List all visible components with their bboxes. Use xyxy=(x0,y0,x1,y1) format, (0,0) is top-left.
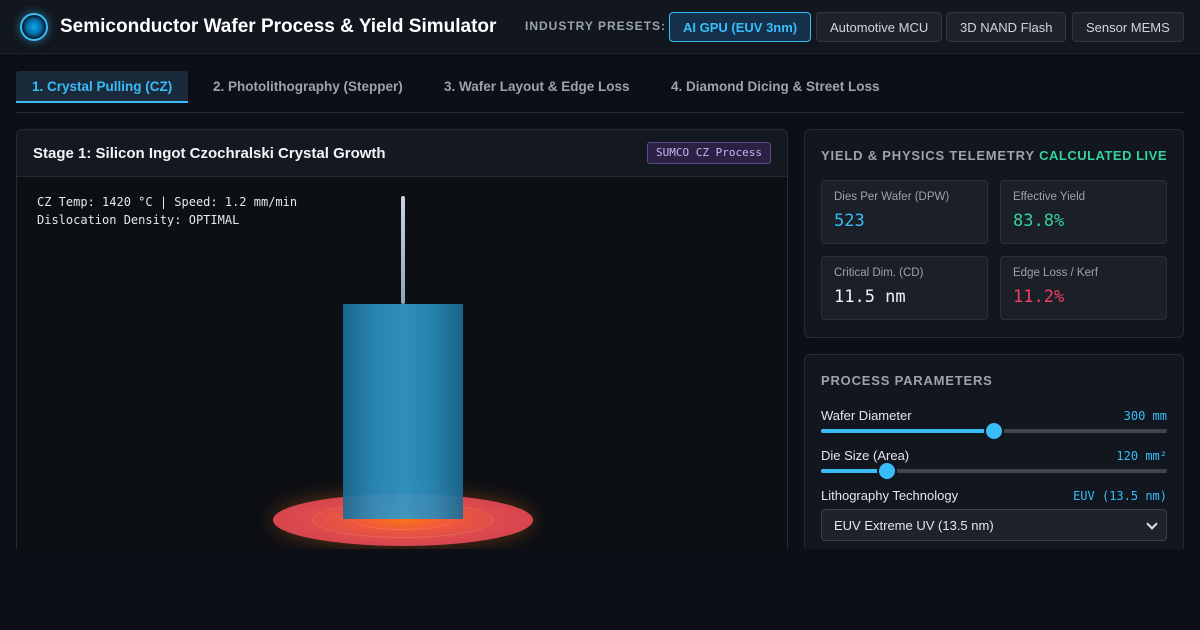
metric-value: 523 xyxy=(834,211,865,231)
cz-readout-line-2: Dislocation Density: OPTIMAL xyxy=(37,213,240,227)
stage-title: Stage 1: Silicon Ingot Czochralski Cryst… xyxy=(33,145,386,162)
slider-fill xyxy=(821,469,887,473)
telemetry-title: YIELD & PHYSICS TELEMETRY xyxy=(821,148,1035,163)
stage-header: Stage 1: Silicon Ingot Czochralski Cryst… xyxy=(17,130,787,177)
wafer-logo-icon xyxy=(20,13,48,41)
yield-telemetry-panel: YIELD & PHYSICS TELEMETRY CALCULATED LIV… xyxy=(804,129,1184,338)
die-size-slider[interactable] xyxy=(821,463,1167,479)
lithography-selected-option: EUV Extreme UV (13.5 nm) xyxy=(834,518,994,533)
preset-sensor-mems-button[interactable]: Sensor MEMS xyxy=(1072,12,1184,42)
metric-label: Critical Dim. (CD) xyxy=(834,267,924,279)
slider-thumb[interactable] xyxy=(986,423,1002,439)
metric-critical-dimension: Critical Dim. (CD) 11.5 nm xyxy=(821,256,988,320)
metric-label: Dies Per Wafer (DPW) xyxy=(834,191,950,203)
app-title: Semiconductor Wafer Process & Yield Simu… xyxy=(60,16,497,37)
slider-thumb[interactable] xyxy=(878,463,895,479)
app-header: Semiconductor Wafer Process & Yield Simu… xyxy=(0,0,1200,54)
lithography-value: EUV (13.5 nm) xyxy=(1073,489,1167,503)
metric-edge-loss: Edge Loss / Kerf 11.2% xyxy=(1000,256,1167,320)
preset-automotive-mcu-button[interactable]: Automotive MCU xyxy=(816,12,943,42)
parameters-title: PROCESS PARAMETERS xyxy=(821,373,993,388)
tab-crystal-pulling[interactable]: 1. Crystal Pulling (CZ) xyxy=(16,71,189,103)
cz-readout-line-1: CZ Temp: 1420 °C | Speed: 1.2 mm/min xyxy=(37,195,298,209)
die-size-value: 120 mm² xyxy=(1116,449,1167,463)
metric-dies-per-wafer: Dies Per Wafer (DPW) 523 xyxy=(821,180,988,244)
calculated-live-badge: CALCULATED LIVE xyxy=(1039,148,1167,163)
tab-wafer-layout[interactable]: 3. Wafer Layout & Edge Loss xyxy=(444,79,630,94)
slider-fill xyxy=(821,429,994,433)
silicon-ingot xyxy=(343,304,463,519)
lithography-select[interactable]: EUV Extreme UV (13.5 nm) xyxy=(821,509,1167,541)
lithography-label: Lithography Technology xyxy=(821,488,959,503)
metric-value: 11.2% xyxy=(1013,287,1065,307)
process-parameters-panel: PROCESS PARAMETERS Wafer Diameter 300 mm… xyxy=(804,354,1184,549)
presets-label: INDUSTRY PRESETS: xyxy=(525,19,667,33)
process-badge: SUMCO CZ Process xyxy=(647,142,771,164)
stage-panel: Stage 1: Silicon Ingot Czochralski Cryst… xyxy=(16,129,788,549)
tabs-divider xyxy=(16,112,1184,113)
chevron-down-icon xyxy=(1146,518,1158,530)
tab-photolithography[interactable]: 2. Photolithography (Stepper) xyxy=(213,79,403,94)
preset-ai-gpu-button[interactable]: AI GPU (EUV 3nm) xyxy=(669,12,812,42)
die-size-label: Die Size (Area) xyxy=(821,448,910,463)
metric-value: 83.8% xyxy=(1013,211,1065,231)
wafer-diameter-label: Wafer Diameter xyxy=(821,408,912,423)
preset-3d-nand-button[interactable]: 3D NAND Flash xyxy=(946,12,1067,42)
tab-diamond-dicing[interactable]: 4. Diamond Dicing & Street Loss xyxy=(671,79,880,94)
metric-effective-yield: Effective Yield 83.8% xyxy=(1000,180,1167,244)
wafer-diameter-slider[interactable] xyxy=(821,423,1167,439)
metric-label: Edge Loss / Kerf xyxy=(1013,267,1099,279)
seed-rod xyxy=(401,196,405,304)
metric-label: Effective Yield xyxy=(1013,191,1086,203)
wafer-diameter-value: 300 mm xyxy=(1123,409,1167,423)
metric-value: 11.5 nm xyxy=(834,287,906,307)
